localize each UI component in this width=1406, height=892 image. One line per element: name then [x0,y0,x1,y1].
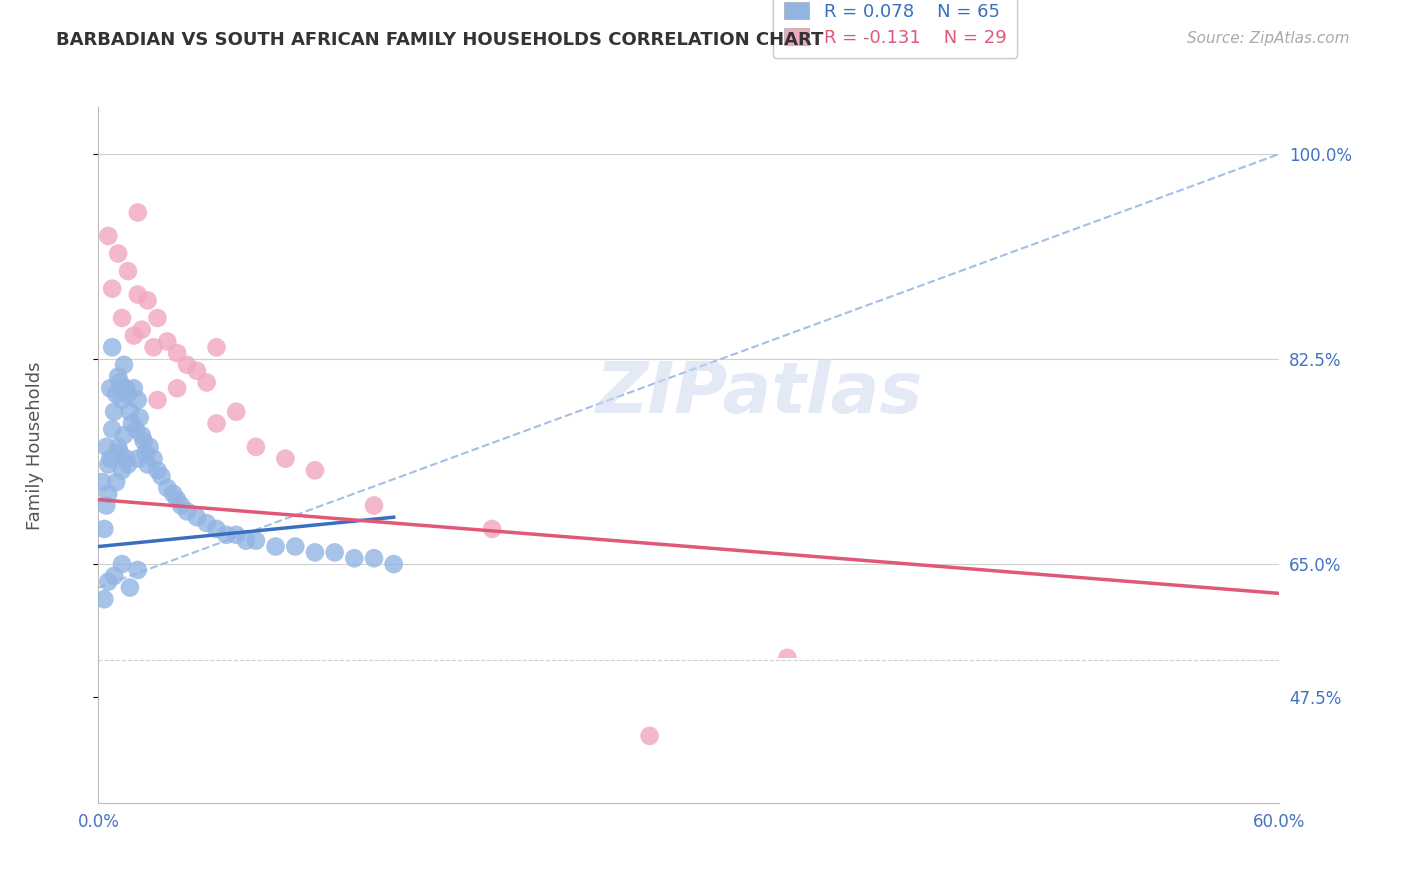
Point [186,510,208,524]
Point [205,417,228,431]
Point [111,392,134,407]
Point [105,475,128,489]
Point [304,545,326,559]
Point [112,428,135,442]
Point [117,264,139,278]
Point [481,522,503,536]
Point [101,340,124,354]
Point [245,533,267,548]
Point [135,446,157,460]
Point [107,246,129,260]
Point [166,381,188,395]
Point [115,451,138,466]
Point [195,516,218,530]
Point [205,340,228,354]
Point [128,410,150,425]
Point [98,451,121,466]
Point [118,405,141,419]
Text: Source: ZipAtlas.com: Source: ZipAtlas.com [1187,31,1350,46]
Point [97,574,120,589]
Point [115,381,138,395]
Point [93,522,115,536]
Point [122,328,145,343]
Point [304,463,326,477]
Point [96,440,118,454]
Point [162,487,184,501]
Point [93,592,115,607]
Point [142,451,165,466]
Point [111,557,134,571]
Point [121,417,143,431]
Point [142,340,165,354]
Point [117,458,139,472]
Point [382,557,405,571]
Point [205,522,228,536]
Point [776,650,799,665]
Point [103,405,125,419]
Point [108,446,131,460]
Point [225,405,247,419]
Point [264,540,287,554]
Point [107,440,129,454]
Point [176,504,198,518]
Point [235,533,257,548]
Point [176,358,198,372]
Point [105,387,128,401]
Point [150,469,173,483]
Point [274,451,297,466]
Point [136,293,159,308]
Point [146,463,169,477]
Point [136,458,159,472]
Point [166,492,188,507]
Point [96,499,118,513]
Point [127,451,149,466]
Point [97,229,120,244]
Point [638,729,661,743]
Point [127,287,149,301]
Point [108,376,131,390]
Point [98,381,121,395]
Point [118,581,141,595]
Point [146,392,169,407]
Point [170,499,193,513]
Point [101,422,124,436]
Point [117,387,139,401]
Point [215,528,238,542]
Point [323,545,346,559]
Point [91,475,114,489]
Point [363,499,385,513]
Point [101,282,124,296]
Point [156,334,179,349]
Point [122,381,145,395]
Point [111,463,134,477]
Point [127,205,149,219]
Point [132,434,155,448]
Point [138,440,160,454]
Point [97,458,120,472]
Point [125,422,148,436]
Point [166,346,188,360]
Point [195,376,218,390]
Text: BARBADIAN VS SOUTH AFRICAN FAMILY HOUSEHOLDS CORRELATION CHART: BARBADIAN VS SOUTH AFRICAN FAMILY HOUSEH… [56,31,824,49]
Point [131,323,153,337]
Point [363,551,385,566]
Point [103,569,125,583]
Point [127,563,149,577]
Point [112,358,135,372]
Point [156,481,179,495]
Text: ZIPatlas: ZIPatlas [596,359,924,428]
Legend: R = 0.078    N = 65, R = -0.131    N = 29: R = 0.078 N = 65, R = -0.131 N = 29 [773,0,1018,58]
Point [225,528,247,542]
Point [111,310,134,325]
Point [131,428,153,442]
Point [146,310,169,325]
Point [107,369,129,384]
Point [245,440,267,454]
Point [127,392,149,407]
Point [186,364,208,378]
Point [284,540,307,554]
Text: Family Households: Family Households [27,362,44,530]
Point [343,551,366,566]
Point [97,487,120,501]
